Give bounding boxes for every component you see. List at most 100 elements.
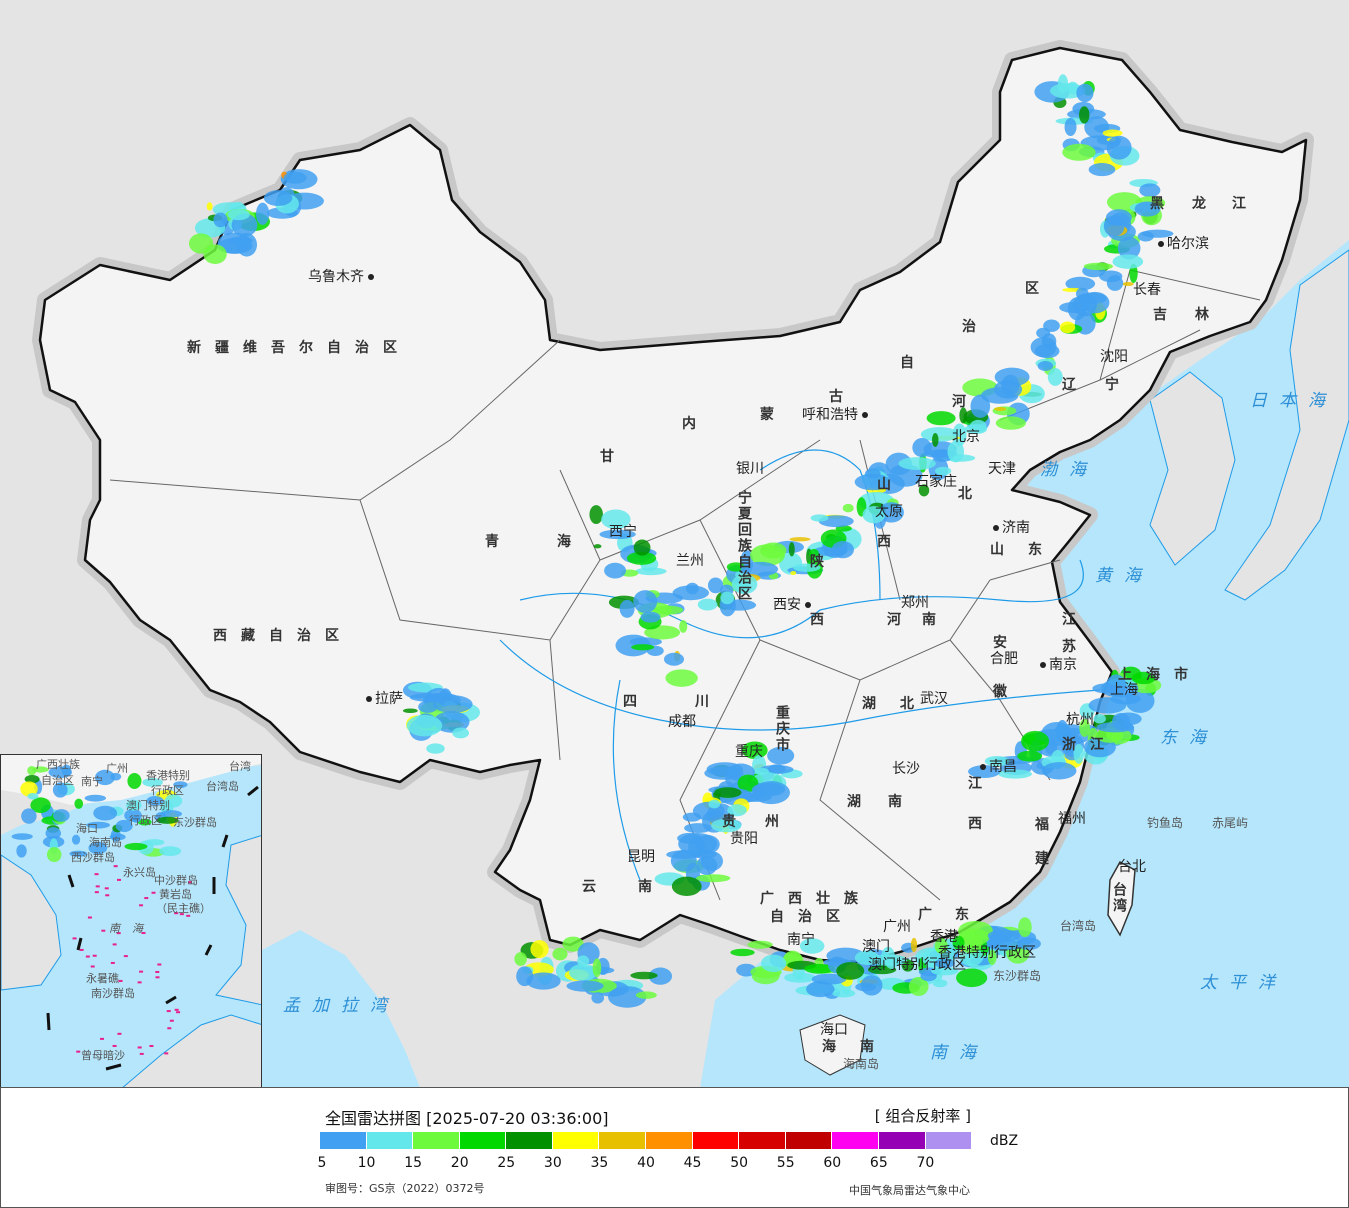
province-label: 甘 — [600, 449, 628, 465]
map-title: 全国雷达拼图 [2025-07-20 03:36:00] — [325, 1109, 609, 1128]
radar-echo — [788, 542, 795, 557]
radar-echo — [747, 940, 773, 949]
island-mark — [110, 961, 115, 964]
radar-echo — [16, 844, 27, 858]
radar-echo — [720, 591, 735, 605]
city-label: 北京 — [952, 429, 980, 445]
radar-echo — [164, 794, 183, 808]
radar-echo — [1073, 743, 1084, 764]
province-border — [819, 679, 941, 901]
island-mark — [94, 891, 99, 894]
scale-tick: 65 — [869, 1155, 888, 1171]
radar-echo — [86, 821, 110, 829]
island-mark — [141, 932, 146, 935]
province-label: 蒙 — [760, 407, 788, 423]
radar-echo — [898, 457, 936, 471]
radar-echo — [1112, 254, 1144, 269]
scale-tick: 20 — [450, 1155, 469, 1171]
radar-echo — [920, 427, 959, 442]
radar-echo — [131, 815, 141, 823]
sea-label: 南海 — [930, 1043, 988, 1063]
radar-echo — [870, 954, 908, 966]
province-label: 广 — [918, 907, 946, 923]
province-label: 徽 — [993, 684, 1021, 700]
radar-echo — [124, 842, 148, 851]
radar-echo — [935, 466, 952, 476]
island-label: 赤尾屿 — [1212, 816, 1249, 830]
inset-label: 海口 — [76, 822, 98, 835]
radar-echo — [188, 233, 214, 254]
color-swatch — [599, 1132, 647, 1149]
radar-echo — [1079, 106, 1090, 124]
radar-echo — [793, 563, 821, 572]
province-label: 陕 — [810, 554, 838, 570]
province-label: 林 — [1195, 307, 1223, 323]
radar-echo — [1076, 83, 1094, 103]
island-mark — [179, 913, 184, 916]
radar-echo — [1139, 183, 1161, 198]
island-mark — [94, 873, 99, 876]
province-label: 北 — [958, 486, 986, 502]
inset-label: 行政区 — [129, 814, 162, 827]
radar-echo — [1042, 762, 1077, 780]
radar-echo — [809, 548, 819, 559]
city-label: 香港 — [930, 929, 958, 945]
city-label: 重庆 — [735, 744, 763, 760]
province-label: 吉 — [1153, 307, 1181, 323]
color-swatch — [506, 1132, 553, 1149]
color-swatch — [832, 1132, 879, 1149]
radar-echo — [814, 958, 824, 966]
radar-echo — [934, 938, 948, 954]
radar-echo — [592, 958, 602, 978]
province-label: 州 — [765, 814, 793, 830]
radar-echo — [995, 416, 1026, 430]
radar-echo — [1064, 117, 1077, 136]
province-label: 黑 — [1150, 196, 1178, 212]
island-mark — [92, 954, 97, 957]
radar-echo — [952, 423, 967, 447]
inset-label: （民主礁） — [156, 902, 211, 915]
radar-echo — [708, 799, 721, 809]
radar-echo — [263, 190, 293, 206]
island-mark — [104, 887, 109, 890]
province-label: 上海市 — [1118, 667, 1202, 683]
scale-tick: 60 — [823, 1155, 842, 1171]
radar-echo — [959, 931, 983, 954]
province-label: 北 — [900, 696, 928, 712]
data-source: 中国气象局雷达气象中心 — [849, 1184, 970, 1197]
province-label: 南 — [922, 612, 950, 628]
radar-echo — [577, 955, 590, 967]
radar-echo — [790, 571, 797, 576]
inset-label: 澳门特别 — [126, 799, 170, 812]
scale-tick: 70 — [916, 1155, 935, 1171]
radar-map[interactable]: 新疆维吾尔自治区 西藏自治区青海甘内蒙古自治区黑龙江吉林辽宁河北山东江苏安徽河南湖… — [0, 0, 1349, 1088]
inset-label: 行政区 — [151, 784, 184, 797]
radar-echo — [626, 551, 657, 565]
island-mark — [105, 894, 110, 897]
radar-echo — [1018, 917, 1032, 937]
radar-echo — [615, 634, 651, 657]
color-scale — [320, 1132, 973, 1149]
radar-echo — [1093, 713, 1106, 724]
radar-echo — [714, 787, 742, 798]
province-label: 湖 — [862, 696, 890, 712]
radar-echo — [283, 171, 307, 184]
scale-tick: 35 — [590, 1155, 609, 1171]
island-mark — [112, 1044, 117, 1047]
color-swatch — [692, 1132, 740, 1149]
scale-tick: 25 — [497, 1155, 516, 1171]
radar-echo — [1067, 297, 1087, 321]
river — [759, 449, 881, 601]
radar-echo — [1062, 143, 1096, 161]
city-label: 拉萨 — [366, 692, 403, 706]
island-mark — [186, 914, 191, 917]
radar-echo — [931, 967, 959, 976]
inset-label: 南海 — [109, 922, 155, 935]
radar-echo — [685, 582, 699, 595]
radar-echo — [1117, 236, 1141, 260]
province-label: 河 — [952, 394, 980, 410]
province-label: 龙 — [1192, 196, 1220, 212]
radar-echo — [1106, 275, 1124, 291]
radar-echo — [126, 799, 142, 811]
radar-echo — [159, 846, 182, 857]
